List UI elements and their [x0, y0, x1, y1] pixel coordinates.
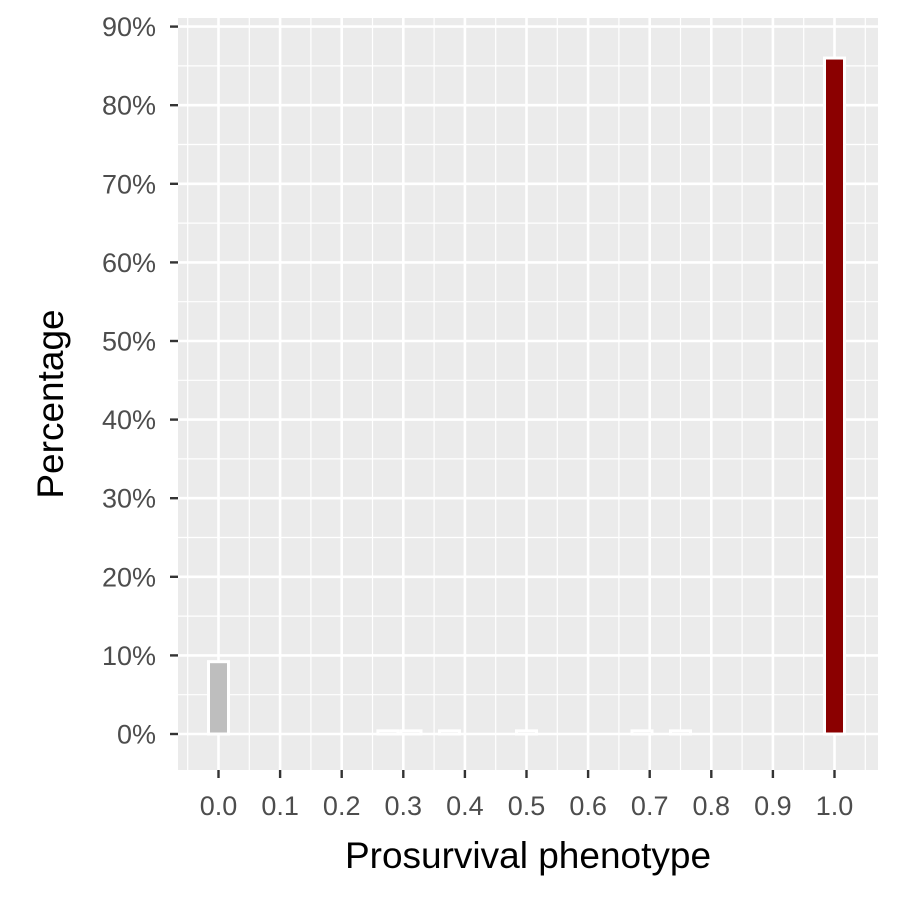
bar: [207, 660, 230, 736]
x-axis-title: Prosurvival phenotype: [345, 835, 711, 876]
x-tick-label: 0.1: [261, 791, 299, 821]
y-tick-label: 90%: [102, 12, 156, 42]
y-axis: 0% 10% 20% 30% 40% 50% 60% 70% 80% 90%: [102, 12, 178, 750]
grid-minor: [178, 18, 878, 770]
x-tick-label: 0.8: [693, 791, 731, 821]
x-tick-label: 0.6: [569, 791, 607, 821]
y-tick-label: 60%: [102, 248, 156, 278]
y-tick-label: 30%: [102, 484, 156, 514]
x-tick-label: 1.0: [816, 791, 854, 821]
y-tick-label: 80%: [102, 91, 156, 121]
bar: [669, 729, 692, 736]
y-tick-label: 50%: [102, 327, 156, 357]
grid-major: [178, 18, 878, 770]
x-tick-label: 0.9: [754, 791, 792, 821]
bar: [515, 729, 538, 736]
y-tick-label: 10%: [102, 641, 156, 671]
y-tick-label: 40%: [102, 405, 156, 435]
y-tick-label: 70%: [102, 169, 156, 199]
x-tick-label: 0.5: [508, 791, 546, 821]
bars: [207, 56, 846, 736]
bar: [630, 729, 654, 736]
x-axis: 0.0 0.1 0.2 0.3 0.4 0.5 0.6 0.7 0.8 0.9 1.0: [200, 770, 854, 821]
y-axis-title: Percentage: [30, 309, 71, 498]
x-tick-label: 0.7: [631, 791, 669, 821]
bar: [399, 729, 423, 736]
plot-panel: [178, 18, 878, 770]
x-tick-label: 0.4: [446, 791, 484, 821]
x-tick-label: 0.2: [323, 791, 361, 821]
y-tick-label: 20%: [102, 562, 156, 592]
bar: [376, 729, 400, 736]
bar: [438, 729, 461, 736]
y-tick-label: 0%: [117, 720, 156, 750]
x-tick-label: 0.3: [385, 791, 423, 821]
bar: [823, 56, 846, 736]
x-tick-label: 0.0: [200, 791, 238, 821]
